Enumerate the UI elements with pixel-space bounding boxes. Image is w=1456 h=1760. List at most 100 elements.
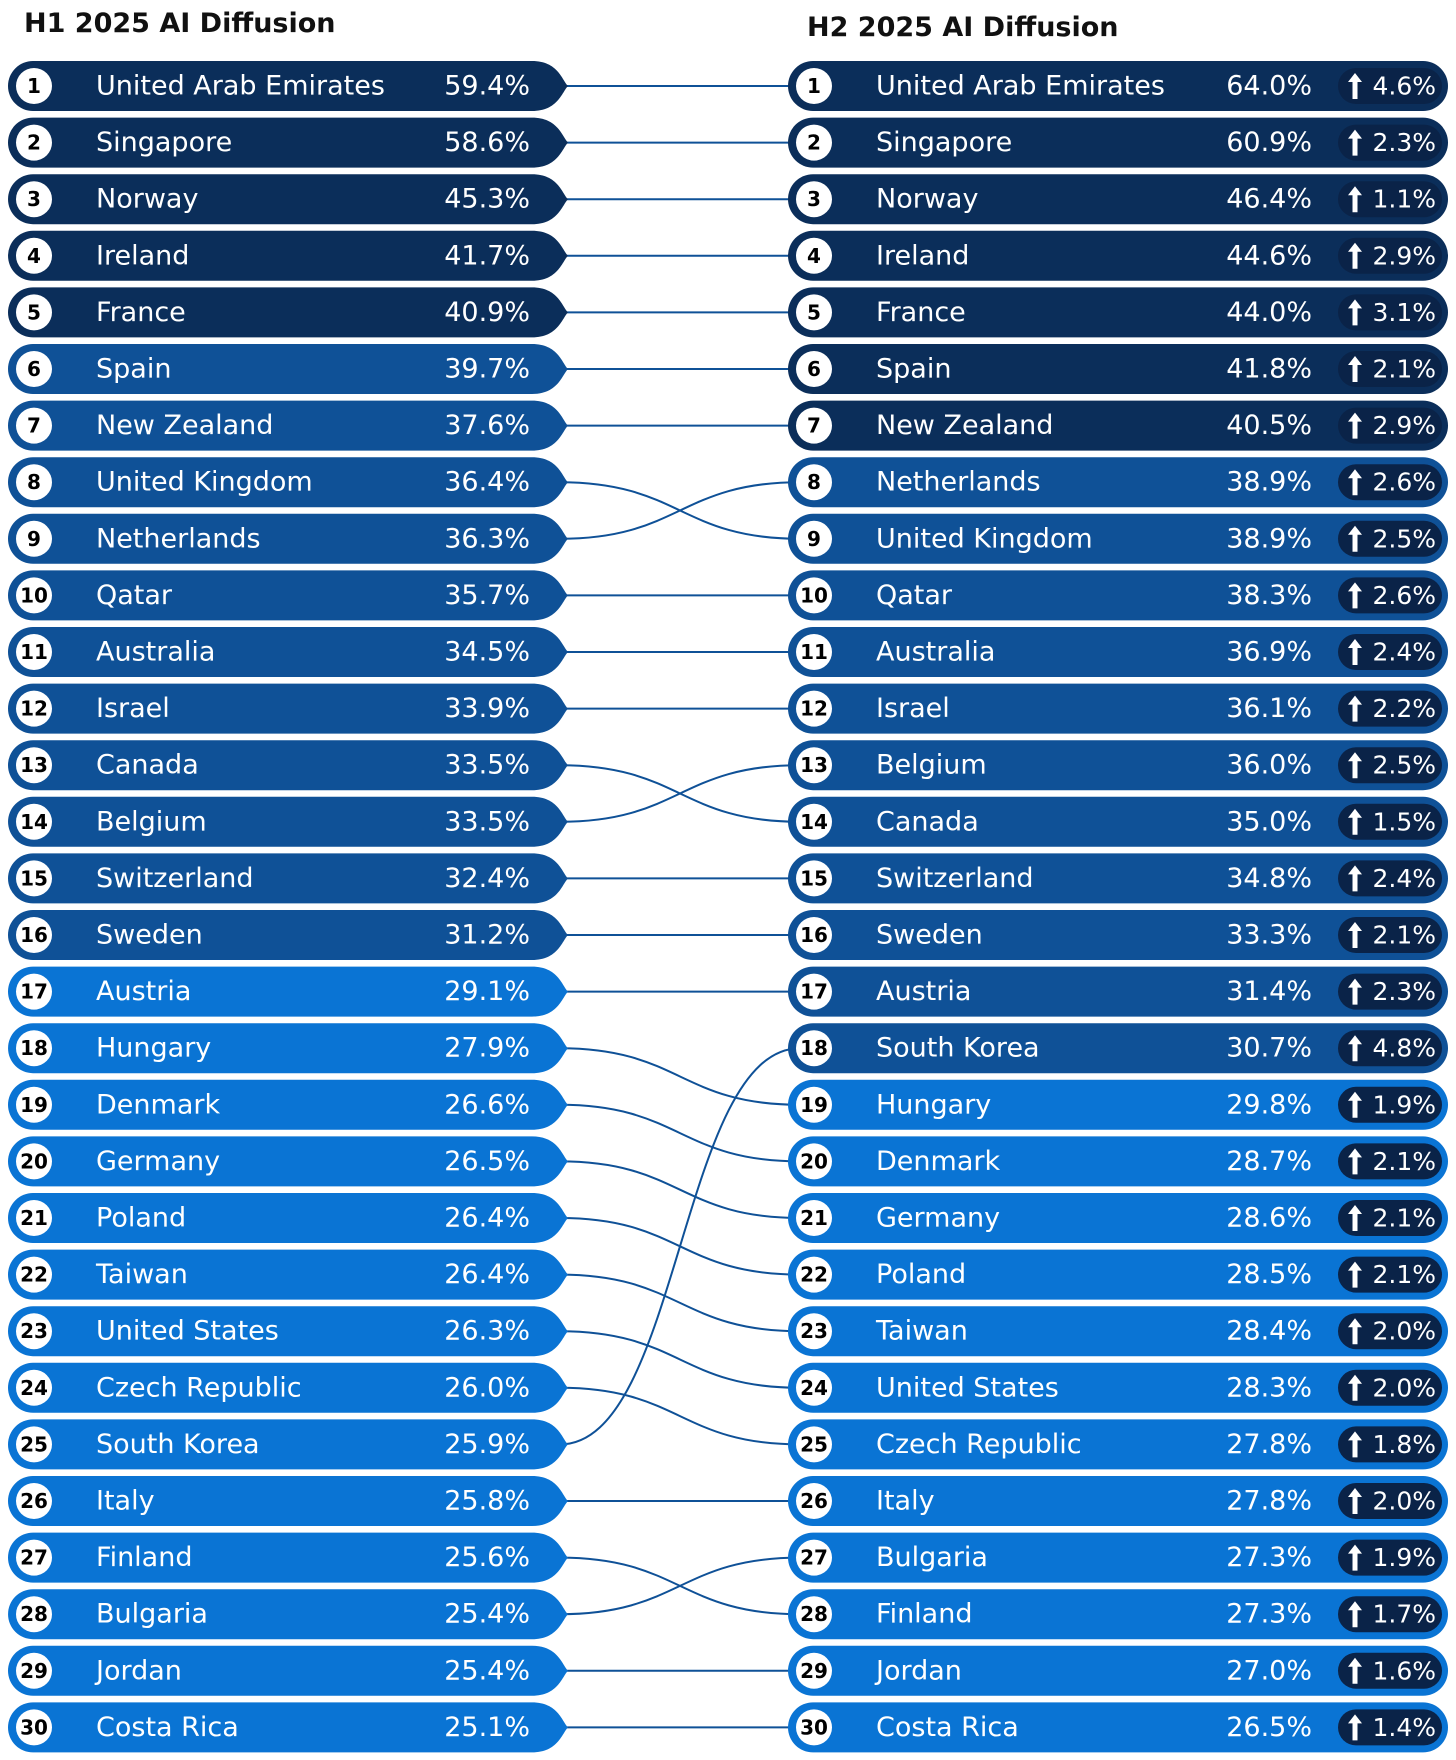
h1-value-label: 36.3% — [444, 523, 530, 554]
h2-country-label: Germany — [876, 1203, 1000, 1234]
h1-rank-circle — [16, 1313, 52, 1350]
h1-country-label: United Kingdom — [96, 467, 313, 498]
h2-row: 24 United States 28.3% 2.0% — [788, 1362, 1448, 1413]
connector-lines — [559, 85, 801, 1729]
h2-row: 18 South Korea 30.7% 4.8% — [788, 1023, 1448, 1074]
h2-row-bar — [788, 174, 1448, 225]
h2-row-bar — [788, 1589, 1448, 1640]
h2-row-bar — [788, 570, 1448, 621]
h2-row: 22 Poland 28.5% 2.1% — [788, 1249, 1448, 1300]
h1-rank-circle — [16, 294, 52, 331]
change-value-label: 4.6% — [1372, 72, 1436, 101]
h2-country-label: Finland — [876, 1599, 972, 1630]
h1-column-title: H1 2025 AI Diffusion — [24, 8, 336, 39]
h1-row: 17 Austria 29.1% — [7, 966, 568, 1017]
h1-rank-number: 3 — [27, 187, 41, 211]
h2-row: 20 Denmark 28.7% 2.1% — [788, 1136, 1448, 1187]
h1-rank-number: 24 — [20, 1376, 48, 1400]
change-badge — [1338, 860, 1442, 897]
h1-country-label: Belgium — [96, 806, 207, 837]
h1-country-label: Poland — [96, 1203, 186, 1234]
h1-row: 26 Italy 25.8% — [8, 1476, 568, 1526]
h2-country-label: Denmark — [876, 1146, 1000, 1177]
h1-rank-circle — [16, 68, 52, 104]
h1-country-label: United Arab Emirates — [96, 71, 385, 102]
change-badge — [1338, 181, 1442, 218]
h1-row-bar — [8, 1193, 568, 1243]
h2-value-label: 40.5% — [1226, 410, 1312, 441]
h1-rank-number: 20 — [20, 1149, 48, 1173]
h2-rank-number: 6 — [807, 357, 821, 381]
arrow-up-icon — [1348, 1488, 1362, 1514]
h2-country-label: Switzerland — [876, 863, 1034, 894]
h2-country-label: Ireland — [876, 240, 969, 271]
h2-row: 26 Italy 27.8% 2.0% — [788, 1476, 1448, 1526]
h1-rank-number: 21 — [20, 1206, 48, 1230]
h1-country-label: Taiwan — [95, 1259, 188, 1290]
h1-rank-number: 11 — [20, 640, 48, 664]
h1-value-label: 41.7% — [444, 240, 530, 271]
h1-value-label: 26.4% — [444, 1259, 530, 1290]
h2-rank-circle — [796, 917, 832, 953]
h2-rank-number: 26 — [800, 1489, 828, 1513]
h2-rank-circle — [796, 690, 832, 727]
change-value-label: 2.5% — [1372, 524, 1436, 553]
h2-rank-number: 23 — [800, 1319, 828, 1343]
h1-value-label: 29.1% — [444, 976, 530, 1007]
h2-country-label: Italy — [876, 1486, 935, 1517]
h1-row: 24 Czech Republic 26.0% — [7, 1362, 568, 1413]
connector-netherlands — [559, 481, 801, 540]
h1-rank-circle — [16, 520, 52, 557]
h1-rank-number: 13 — [20, 753, 48, 777]
arrow-up-icon — [1348, 1261, 1362, 1288]
h2-row: 14 Canada 35.0% 1.5% — [788, 796, 1448, 847]
h1-row-bar — [8, 174, 568, 225]
h1-value-label: 26.4% — [444, 1203, 530, 1234]
h1-row-bar — [8, 627, 568, 677]
h1-row: 10 Qatar 35.7% — [7, 570, 568, 621]
change-value-label: 1.8% — [1372, 1430, 1436, 1459]
h2-row-bar — [788, 1023, 1448, 1074]
change-badge — [1338, 1030, 1442, 1067]
h1-rank-number: 9 — [27, 527, 41, 551]
h1-rank-circle — [16, 634, 52, 670]
change-badge — [1338, 1313, 1442, 1350]
h1-rank-circle — [16, 1539, 52, 1576]
h1-row-bar — [7, 1306, 568, 1357]
h1-country-label: Czech Republic — [96, 1372, 302, 1403]
h2-rank-circle — [796, 237, 832, 274]
h2-rank-circle — [796, 1143, 832, 1180]
arrow-up-icon — [1348, 752, 1362, 779]
h2-row: 30 Costa Rica 26.5% 1.4% — [788, 1702, 1448, 1753]
h2-country-label: Taiwan — [875, 1316, 968, 1347]
h2-country-label: France — [876, 297, 966, 328]
h1-country-label: Singapore — [96, 127, 232, 158]
h2-rank-number: 16 — [800, 923, 828, 947]
change-badge — [1338, 577, 1442, 614]
h1-value-label: 37.6% — [444, 410, 530, 441]
h2-value-label: 28.3% — [1226, 1372, 1312, 1403]
h2-row-bar — [788, 1136, 1448, 1187]
change-badge — [1338, 634, 1442, 670]
h2-rank-number: 5 — [807, 300, 821, 324]
h2-rank-circle — [796, 1030, 832, 1067]
change-badge — [1338, 747, 1442, 784]
h2-row-bar — [788, 853, 1448, 904]
h2-rank-number: 4 — [807, 244, 821, 268]
change-value-label: 2.1% — [1372, 1260, 1436, 1289]
h1-country-label: France — [96, 297, 186, 328]
h1-value-label: 25.9% — [444, 1429, 530, 1460]
h2-value-label: 27.8% — [1226, 1486, 1312, 1517]
h1-value-label: 36.4% — [444, 467, 530, 498]
arrow-up-icon — [1348, 808, 1362, 835]
h1-rank-number: 19 — [20, 1093, 48, 1117]
change-badge — [1338, 1539, 1442, 1576]
h2-row-bar — [788, 1193, 1448, 1243]
h2-row-bar — [788, 1249, 1448, 1300]
h1-row: 28 Bulgaria 25.4% — [8, 1589, 568, 1640]
h2-rank-circle — [796, 351, 832, 387]
h2-rank-number: 25 — [800, 1432, 828, 1456]
h2-value-label: 28.4% — [1226, 1316, 1312, 1347]
h1-rank-number: 8 — [27, 470, 41, 494]
h2-value-label: 29.8% — [1226, 1089, 1312, 1120]
